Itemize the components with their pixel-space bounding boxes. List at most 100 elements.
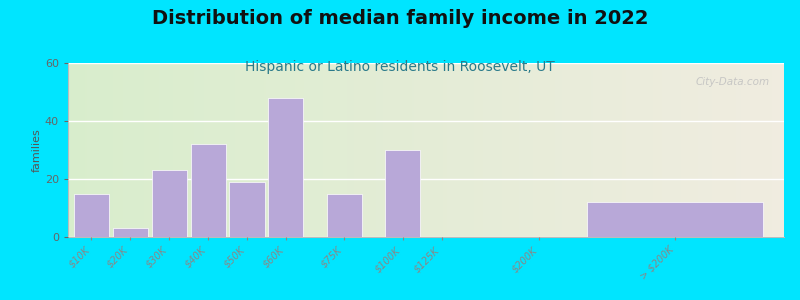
Bar [123, 63, 126, 237]
Bar [650, 63, 653, 237]
Text: Distribution of median family income in 2022: Distribution of median family income in … [152, 9, 648, 28]
Bar [126, 63, 128, 237]
Bar [223, 63, 226, 237]
Bar [760, 63, 762, 237]
Bar [553, 63, 555, 237]
Bar [146, 63, 149, 237]
Bar [405, 63, 407, 237]
Bar [99, 63, 102, 237]
Bar [469, 63, 471, 237]
Bar [209, 63, 211, 237]
Bar [326, 63, 328, 237]
Bar [753, 63, 755, 237]
Bar [285, 63, 287, 237]
Bar [641, 63, 643, 237]
Bar [135, 63, 138, 237]
Bar [619, 63, 622, 237]
Bar [226, 63, 228, 237]
Bar [710, 63, 712, 237]
Bar [118, 63, 121, 237]
Bar [595, 63, 598, 237]
Bar [230, 182, 265, 237]
Bar [450, 63, 452, 237]
Bar [736, 63, 738, 237]
Bar [335, 63, 338, 237]
Bar [378, 63, 381, 237]
Y-axis label: families: families [32, 128, 42, 172]
Bar [328, 63, 330, 237]
Bar [111, 63, 114, 237]
Bar [383, 63, 386, 237]
Bar [158, 63, 161, 237]
Bar [410, 63, 412, 237]
Bar [543, 63, 546, 237]
Bar [587, 202, 762, 237]
Bar [369, 63, 371, 237]
Bar [395, 63, 398, 237]
Bar [175, 63, 178, 237]
Bar [541, 63, 543, 237]
Bar [546, 63, 548, 237]
Bar [574, 63, 576, 237]
Bar [762, 63, 765, 237]
Bar [779, 63, 782, 237]
Bar [517, 63, 519, 237]
Bar [677, 63, 679, 237]
Bar [569, 63, 571, 237]
Bar [230, 63, 233, 237]
Bar [185, 63, 187, 237]
Bar [712, 63, 714, 237]
Bar [321, 63, 323, 237]
Bar [447, 63, 450, 237]
Bar [748, 63, 750, 237]
Bar [755, 63, 758, 237]
Bar [102, 63, 104, 237]
Bar [144, 63, 146, 237]
Bar [500, 63, 502, 237]
Bar [600, 63, 602, 237]
Bar [228, 63, 230, 237]
Bar [605, 63, 607, 237]
Bar [483, 63, 486, 237]
Bar [602, 63, 605, 237]
Bar [610, 63, 612, 237]
Bar [190, 144, 226, 237]
Bar [667, 63, 670, 237]
Bar [130, 63, 133, 237]
Bar [250, 63, 252, 237]
Bar [598, 63, 600, 237]
Bar [708, 63, 710, 237]
Bar [495, 63, 498, 237]
Bar [493, 63, 495, 237]
Bar [294, 63, 297, 237]
Bar [400, 63, 402, 237]
Bar [138, 63, 139, 237]
Bar [262, 63, 264, 237]
Bar [178, 63, 180, 237]
Bar [459, 63, 462, 237]
Bar [271, 63, 274, 237]
Bar [330, 63, 333, 237]
Bar [562, 63, 565, 237]
Bar [777, 63, 779, 237]
Bar [194, 63, 197, 237]
Bar [758, 63, 760, 237]
Bar [366, 63, 369, 237]
Bar [156, 63, 158, 237]
Bar [281, 63, 283, 237]
Bar [345, 63, 347, 237]
Bar [531, 63, 534, 237]
Bar [658, 63, 660, 237]
Bar [476, 63, 478, 237]
Bar [412, 63, 414, 237]
Bar [624, 63, 626, 237]
Bar [386, 63, 388, 237]
Bar [555, 63, 558, 237]
Bar [371, 63, 374, 237]
Bar [452, 63, 454, 237]
Bar [133, 63, 135, 237]
Bar [381, 63, 383, 237]
Bar [689, 63, 691, 237]
Bar [259, 63, 262, 237]
Bar [746, 63, 748, 237]
